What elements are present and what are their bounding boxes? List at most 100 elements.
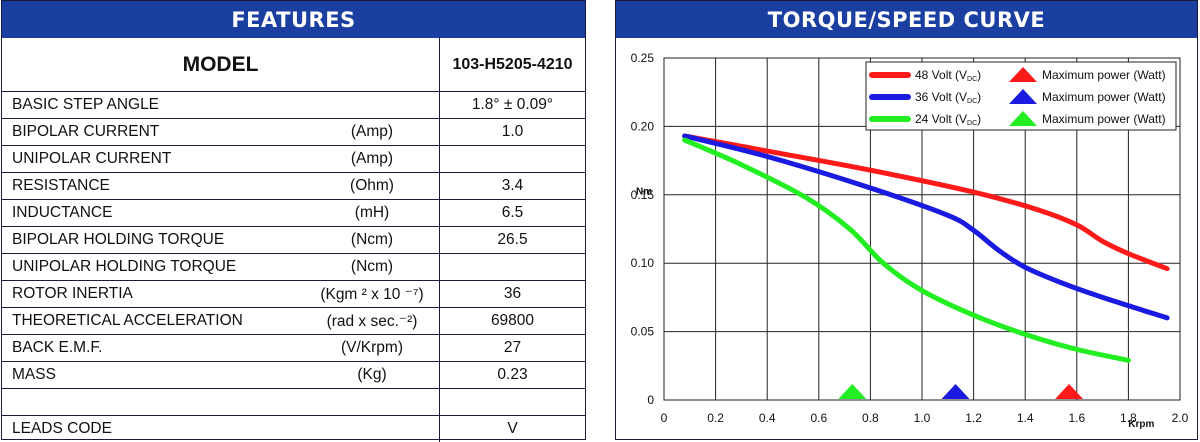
feature-name: UNIPOLAR HOLDING TORQUE [2, 253, 305, 281]
y-tick-label: 0.20 [631, 119, 655, 133]
x-tick-label: 2.0 [1172, 411, 1189, 425]
feature-unit: (Ncm) [305, 253, 440, 281]
feature-unit: (Ncm) [305, 226, 440, 254]
feature-value [439, 253, 585, 281]
feature-row: BIPOLAR HOLDING TORQUE (Ncm) 26.5 [2, 226, 585, 254]
feature-value: 69800 [439, 307, 585, 335]
legend-marker [1009, 67, 1037, 82]
torque-speed-chart: 0 0.05 0.10 0.15 0.20 0.25 0 0.2 0.4 0.6 0.8 1.0 1.2… [631, 51, 1189, 430]
legend-label: 48 Volt (VDC) [915, 68, 981, 83]
series-line [682, 133, 1170, 272]
series-line [682, 133, 1170, 321]
legend-label-main: 36 Volt (V [915, 90, 967, 104]
feature-name: INDUCTANCE [2, 199, 305, 227]
legend-label-main: 48 Volt (V [915, 68, 967, 82]
feature-row [2, 388, 585, 416]
feature-name: LEADS CODE [12, 420, 112, 437]
x-tick-label: 1.4 [1017, 411, 1034, 425]
feature-value [439, 388, 585, 416]
legend-label-end: ) [977, 68, 981, 82]
legend-label-end: ) [977, 90, 981, 104]
feature-unit [305, 416, 440, 442]
feature-unit: (Amp) [305, 145, 440, 173]
x-axis-label: Krpm [1128, 419, 1154, 430]
legend-label-sub: DC [967, 120, 977, 127]
x-tick-label: 1.2 [965, 411, 982, 425]
legend-label-end: ) [977, 112, 981, 126]
legend-label-sub: DC [967, 98, 977, 105]
legend-marker [1009, 111, 1037, 126]
feature-value: 27 [439, 334, 585, 362]
feature-value: 3.4 [439, 172, 585, 200]
feature-name: UNIPOLAR CURRENT [2, 145, 305, 173]
y-tick-label: 0 [647, 393, 654, 407]
model-value: 103-H5205-4210 [439, 38, 585, 92]
max-power-marker [1055, 384, 1084, 399]
model-label: MODEL [2, 38, 440, 92]
feature-row: THEORETICAL ACCELERATION (rad x sec.⁻²) 69… [2, 307, 585, 335]
feature-name: THEORETICAL ACCELERATION [2, 307, 305, 335]
x-tick-label: 0.6 [810, 411, 827, 425]
feature-row: UNIPOLAR CURRENT (Amp) [2, 145, 585, 173]
x-tick-label: 1.0 [914, 411, 931, 425]
features-header: FEATURES [2, 1, 585, 38]
feature-unit [305, 388, 440, 416]
feature-value: V [439, 415, 585, 442]
series-line [682, 137, 1131, 363]
feature-value: 6.5 [439, 199, 585, 227]
feature-value [439, 145, 585, 173]
feature-unit: (mH) [305, 199, 440, 227]
feature-row: INDUCTANCE (mH) 6.5 [2, 199, 585, 227]
legend-label-main: 24 Volt (V [915, 112, 967, 126]
feature-row: MASS (Kg) 0.23 [2, 361, 585, 389]
y-tick-label: 0.15 [631, 188, 655, 202]
feature-unit: (Kg) [305, 361, 440, 389]
feature-row: RESISTANCE (Ohm) 3.4 [2, 172, 585, 200]
y-tick-label: 0.10 [631, 256, 655, 270]
feature-name: BIPOLAR CURRENT [2, 118, 305, 146]
legend-label: 36 Volt (VDC) [915, 90, 981, 105]
max-power-marker [838, 384, 867, 399]
legend-label: 24 Volt (VDC) [915, 112, 981, 127]
feature-name: ROTOR INERTIA [2, 280, 305, 308]
feature-value: 0.23 [439, 361, 585, 389]
feature-name: BIPOLAR HOLDING TORQUE [2, 226, 305, 254]
feature-unit: (Ohm) [305, 172, 440, 200]
feature-unit: (rad x sec.⁻²) [305, 307, 440, 335]
feature-row: UNIPOLAR HOLDING TORQUE (Ncm) [2, 253, 585, 281]
max-power-marker [941, 384, 970, 399]
feature-row: BIPOLAR CURRENT (Amp) 1.0 [2, 118, 585, 146]
curve-header: TORQUE/SPEED CURVE [616, 1, 1197, 38]
feature-value: 1.0 [439, 118, 585, 146]
feature-name: MASS [2, 361, 305, 389]
legend-label-sub: DC [967, 76, 977, 83]
feature-row: ROTOR INERTIA (Kgm ² x 10 ⁻⁷) 36 [2, 280, 585, 308]
feature-value: 36 [439, 280, 585, 308]
feature-unit: (Kgm ² x 10 ⁻⁷) [305, 280, 440, 308]
x-tick-label: 0.4 [759, 411, 776, 425]
y-tick-label: 0.25 [631, 51, 655, 65]
feature-name: RESISTANCE [2, 172, 305, 200]
feature-name: BACK E.M.F. [2, 334, 305, 362]
legend-max-power-label: Maximum power (Watt) [1042, 90, 1166, 104]
feature-row: BACK E.M.F. (V/Krpm) 27 [2, 334, 585, 362]
x-tick-label: 0 [661, 411, 668, 425]
y-axis-label: Nm [636, 186, 652, 197]
x-tick-label: 0.8 [862, 411, 879, 425]
feature-value: 26.5 [439, 226, 585, 254]
legend-marker [1009, 89, 1037, 104]
feature-value: 1.8° ± 0.09° [439, 91, 585, 119]
legend-max-power-label: Maximum power (Watt) [1042, 112, 1166, 126]
x-tick-label: 0.2 [707, 411, 724, 425]
feature-row: LEADS CODE V [2, 415, 585, 442]
feature-unit [305, 91, 440, 119]
feature-unit: (V/Krpm) [305, 334, 440, 362]
feature-row: BASIC STEP ANGLE 1.8° ± 0.09° [2, 91, 585, 119]
model-row: MODEL 103-H5205-4210 [2, 38, 585, 92]
legend-max-power-label: Maximum power (Watt) [1042, 68, 1166, 82]
feature-name [2, 388, 305, 416]
features-panel: FEATURES MODEL 103-H5205-4210 BASIC STEP… [1, 0, 586, 442]
feature-unit: (Amp) [305, 118, 440, 146]
y-tick-label: 0.05 [631, 325, 655, 339]
curve-panel: TORQUE/SPEED CURVE 0 0.05 0.10 0.15 0.20 0.25… [615, 0, 1198, 440]
